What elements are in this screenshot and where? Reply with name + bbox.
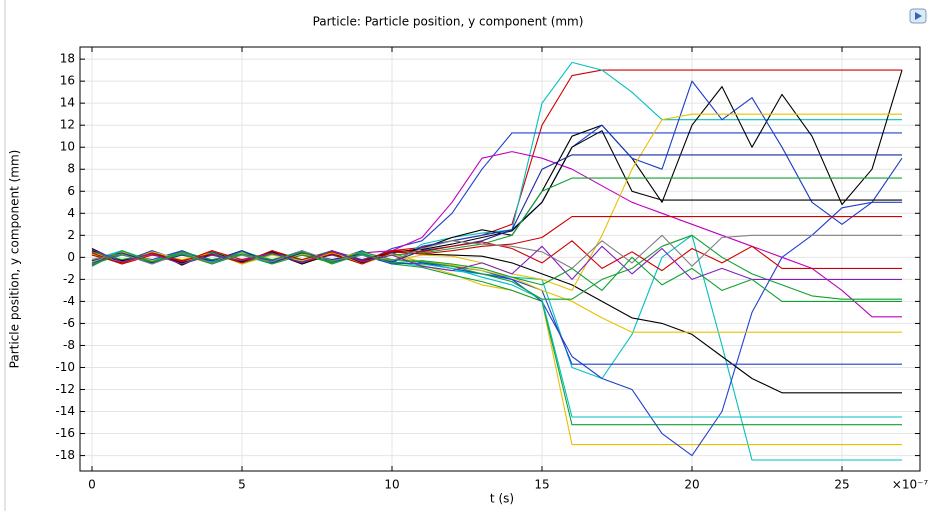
trajectory-line	[91, 250, 902, 394]
x-tick-label: 5	[238, 478, 246, 492]
x-scale-label: ×10⁻⁷	[892, 478, 929, 492]
y-axis-label: Particle position, y component (mm)	[8, 150, 22, 369]
y-tick-label: 6	[67, 184, 75, 198]
x-tick-label: 0	[88, 478, 96, 492]
y-tick-label: 12	[60, 118, 75, 132]
y-tick-label: 10	[60, 140, 75, 154]
x-tick-label: 15	[534, 478, 549, 492]
y-tick-label: 14	[60, 96, 75, 110]
x-tick-label: 25	[834, 478, 849, 492]
y-tick-label: -6	[63, 316, 75, 330]
y-tick-label: 18	[60, 52, 75, 66]
y-tick-label: -18	[55, 448, 75, 462]
y-tick-label: 2	[67, 228, 75, 242]
trajectory-line	[91, 201, 902, 457]
plot-frame	[79, 46, 921, 472]
trajectory-line	[91, 154, 902, 264]
y-tick-label: -12	[55, 382, 75, 396]
y-tick-label: -10	[55, 360, 75, 374]
y-tick-label: 16	[60, 74, 75, 88]
x-axis-label: t (s)	[490, 492, 514, 506]
y-tick-label: -2	[63, 272, 75, 286]
trajectory-line	[91, 234, 902, 461]
y-tick-label: -14	[55, 404, 75, 418]
x-tick-label: 20	[684, 478, 699, 492]
trajectory-line	[91, 245, 902, 280]
toolbar-icon[interactable]	[909, 8, 927, 24]
trajectory-line	[91, 250, 902, 302]
y-tick-label: -4	[63, 294, 75, 308]
y-tick-label: -8	[63, 338, 75, 352]
trajectory-line	[91, 132, 902, 265]
chart-title: Particle: Particle position, y component…	[313, 15, 584, 29]
y-tick-label: -16	[55, 426, 75, 440]
y-tick-label: 8	[67, 162, 75, 176]
y-tick-label: 0	[67, 250, 75, 264]
y-tick-label: 4	[67, 206, 75, 220]
x-tick-label: 10	[384, 478, 399, 492]
